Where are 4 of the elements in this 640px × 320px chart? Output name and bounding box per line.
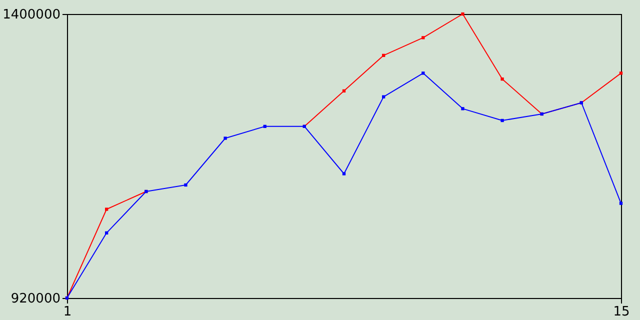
- y-tick-label: 920000: [10, 292, 60, 306]
- x-tick-label: 15: [613, 304, 630, 320]
- y-tick-label: 1400000: [2, 8, 60, 22]
- x-tick-label: 1: [63, 304, 72, 320]
